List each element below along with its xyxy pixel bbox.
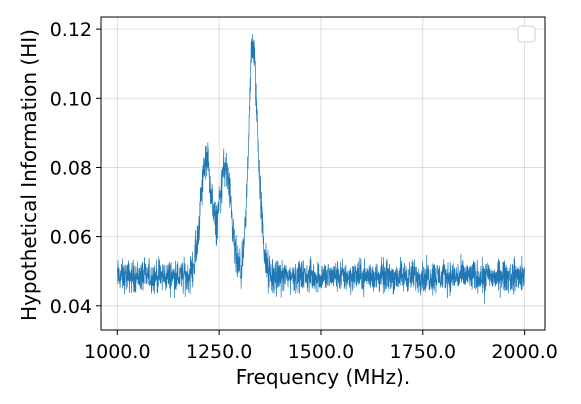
series-lines	[116, 33, 525, 305]
y-tick-label: 0.08	[50, 157, 92, 179]
plot-frame	[100, 16, 546, 331]
legend-box	[517, 25, 536, 43]
y-axis: 0.04 0.06 0.08 0.10 0.12	[50, 19, 101, 318]
x-tick-label: 1250.0	[186, 341, 252, 363]
series-line	[116, 33, 525, 305]
x-tick-label: 2000.0	[491, 341, 557, 363]
y-tick-label: 0.10	[50, 88, 92, 110]
x-tick-label: 1750.0	[390, 341, 456, 363]
x-axis-label: Frequency (MHz).	[236, 365, 410, 389]
y-axis-label: Hypothetical Information (HI)	[17, 29, 41, 321]
grid-lines	[101, 17, 545, 330]
x-tick-label: 1000.0	[84, 341, 150, 363]
y-tick-label: 0.04	[50, 296, 92, 318]
y-tick-label: 0.12	[50, 19, 92, 41]
x-tick-label: 1500.0	[288, 341, 354, 363]
x-axis: 1000.0 1250.0 1500.0 1750.0 2000.0	[84, 330, 558, 363]
y-tick-label: 0.06	[50, 227, 92, 249]
